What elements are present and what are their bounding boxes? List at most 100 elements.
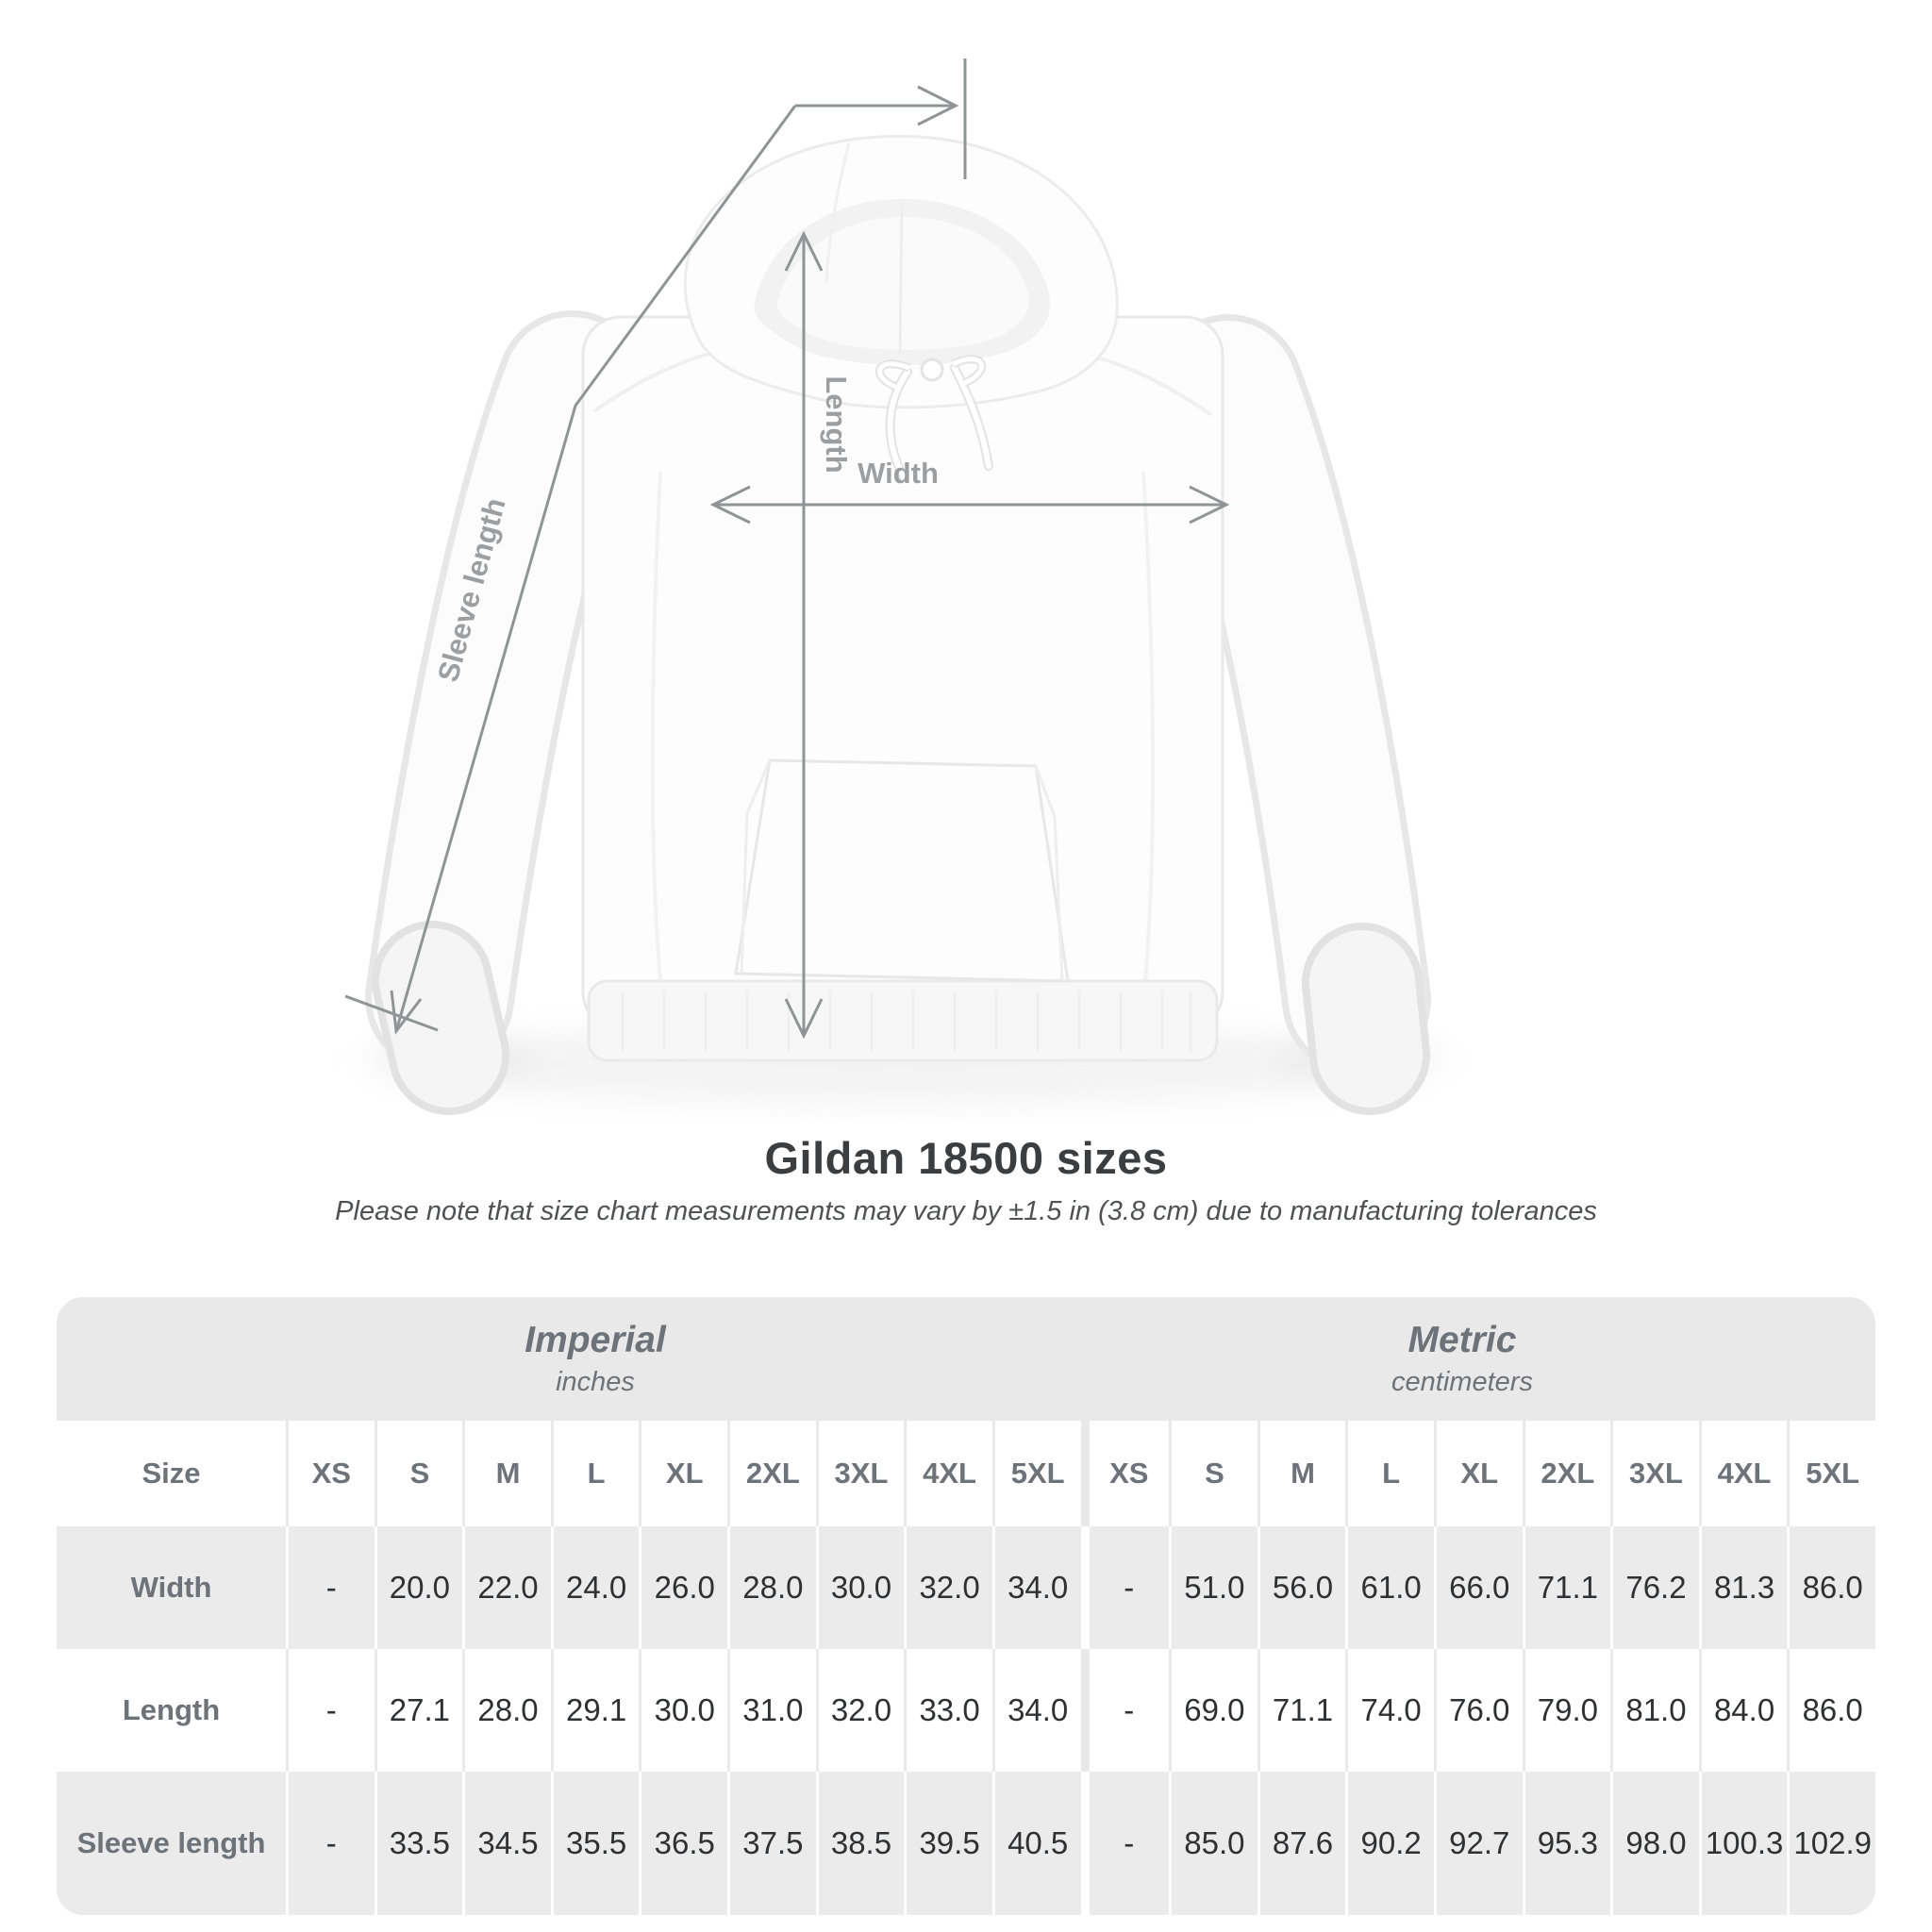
drawstrings xyxy=(875,355,993,482)
size-header-imperial-2XL: 2XL xyxy=(727,1421,816,1526)
table-cell: 66.0 xyxy=(1433,1526,1523,1649)
size-header-imperial-5XL: 5XL xyxy=(991,1421,1081,1526)
table-cell: 28.0 xyxy=(462,1649,551,1772)
table-header-row: Size XS S M L XL 2XL 3XL 4XL 5XL XS S M L XL 2XL 3XL 4XL 5… xyxy=(57,1421,1875,1526)
size-header-metric-M: M xyxy=(1257,1421,1346,1526)
imperial-title: Imperial xyxy=(525,1320,666,1360)
table-cell: 34.0 xyxy=(991,1526,1081,1649)
table-cell: 98.0 xyxy=(1610,1772,1699,1915)
width-label: Width xyxy=(858,457,939,490)
metric-unit: centimeters xyxy=(1391,1367,1533,1397)
size-header-metric-2XL: 2XL xyxy=(1522,1421,1611,1526)
table-cell: - xyxy=(1080,1526,1170,1649)
table-cell: 37.5 xyxy=(727,1772,816,1915)
table-cell: 92.7 xyxy=(1433,1772,1523,1915)
table-cell: 34.0 xyxy=(991,1649,1081,1772)
measurement-arrows xyxy=(344,58,1230,1040)
size-table: Imperial inches Metric centimeters Size X… xyxy=(57,1297,1875,1915)
size-header-metric-S: S xyxy=(1169,1421,1257,1526)
table-cell: 79.0 xyxy=(1522,1649,1611,1772)
table-cell: 86.0 xyxy=(1787,1526,1875,1649)
size-header-metric-5XL: 5XL xyxy=(1787,1421,1875,1526)
table-cell: 24.0 xyxy=(550,1526,640,1649)
table-cell: 20.0 xyxy=(374,1526,463,1649)
sleeve-bottom-tick xyxy=(344,994,439,1032)
size-header-imperial-M: M xyxy=(462,1421,551,1526)
table-cell: - xyxy=(1080,1649,1170,1772)
table-cell: 38.5 xyxy=(815,1772,905,1915)
table-row-sleeve-length: Sleeve length -33.5 34.5 35.5 36.5 37.5 38.5 39… xyxy=(57,1772,1875,1915)
table-cell: 85.0 xyxy=(1169,1772,1257,1915)
table-cell: 30.0 xyxy=(815,1526,905,1649)
size-header-imperial-L: L xyxy=(550,1421,640,1526)
table-cell: 71.1 xyxy=(1522,1526,1611,1649)
size-header-metric-4XL: 4XL xyxy=(1698,1421,1788,1526)
size-header-imperial-S: S xyxy=(374,1421,463,1526)
table-cell: 36.5 xyxy=(639,1772,727,1915)
table-cell: - xyxy=(286,1649,375,1772)
table-cell: 28.0 xyxy=(727,1526,816,1649)
size-grid: Size XS S M L XL 2XL 3XL 4XL 5XL XS S M L XL 2XL 3XL 4XL 5… xyxy=(57,1421,1875,1915)
page-title: Gildan 18500 sizes xyxy=(764,1133,1168,1183)
table-cell: 51.0 xyxy=(1169,1526,1257,1649)
table-cell: 69.0 xyxy=(1169,1649,1257,1772)
table-cell: 100.3 xyxy=(1698,1772,1788,1915)
table-cell: 32.0 xyxy=(815,1649,905,1772)
table-cell: 90.2 xyxy=(1345,1772,1434,1915)
sleeve-length-line xyxy=(394,105,797,1032)
unit-banner: Imperial inches Metric centimeters xyxy=(57,1297,1875,1421)
metric-title: Metric xyxy=(1407,1320,1517,1360)
table-cell: 39.5 xyxy=(904,1772,992,1915)
table-cell: 40.5 xyxy=(991,1772,1081,1915)
table-cell: 26.0 xyxy=(639,1526,727,1649)
imperial-unit: inches xyxy=(556,1367,635,1397)
table-cell: 33.0 xyxy=(904,1649,992,1772)
table-row-length: Length -27.1 28.0 29.1 30.0 31.0 32.0 33.0 34.0-… xyxy=(57,1649,1875,1772)
table-cell: 34.5 xyxy=(462,1772,551,1915)
size-header-imperial-3XL: 3XL xyxy=(815,1421,905,1526)
size-header-metric-XL: XL xyxy=(1433,1421,1523,1526)
imperial-header: Imperial inches xyxy=(525,1297,666,1421)
table-cell: 87.6 xyxy=(1257,1772,1346,1915)
table-cell: 102.9 xyxy=(1787,1772,1875,1915)
row-label: Width xyxy=(130,1571,212,1604)
table-row-width: Width -20.0 22.0 24.0 26.0 28.0 30.0 32.0 34.0-5… xyxy=(57,1526,1875,1649)
table-cell: 33.5 xyxy=(374,1772,463,1915)
size-header-metric-3XL: 3XL xyxy=(1610,1421,1699,1526)
table-cell: 30.0 xyxy=(639,1649,727,1772)
table-cell: 71.1 xyxy=(1257,1649,1346,1772)
table-cell: 32.0 xyxy=(904,1526,992,1649)
size-header-imperial-XS: XS xyxy=(286,1421,375,1526)
table-cell: 86.0 xyxy=(1787,1649,1875,1772)
row-label: Sleeve length xyxy=(76,1826,266,1859)
table-cell: 35.5 xyxy=(550,1772,640,1915)
table-cell: 81.0 xyxy=(1610,1649,1699,1772)
table-cell: - xyxy=(1080,1772,1170,1915)
table-cell: 76.0 xyxy=(1433,1649,1523,1772)
table-cell: 29.1 xyxy=(550,1649,640,1772)
row-label: Length xyxy=(122,1693,221,1726)
table-cell: 81.3 xyxy=(1698,1526,1788,1649)
table-cell: 61.0 xyxy=(1345,1526,1434,1649)
length-label: Length xyxy=(820,375,853,473)
table-cell: - xyxy=(286,1526,375,1649)
metric-header: Metric centimeters xyxy=(1391,1297,1533,1421)
table-cell: 95.3 xyxy=(1522,1772,1611,1915)
size-header-imperial-XL: XL xyxy=(639,1421,727,1526)
table-cell: 31.0 xyxy=(727,1649,816,1772)
tolerance-note: Please note that size chart measurements… xyxy=(335,1196,1597,1226)
table-cell: 27.1 xyxy=(374,1649,463,1772)
size-header-metric-L: L xyxy=(1345,1421,1434,1526)
hoodie-image xyxy=(365,134,1431,1115)
table-cell: 56.0 xyxy=(1257,1526,1346,1649)
table-cell: 22.0 xyxy=(462,1526,551,1649)
size-column-header: Size xyxy=(142,1457,201,1490)
table-cell: 74.0 xyxy=(1345,1649,1434,1772)
table-cell: 76.2 xyxy=(1610,1526,1699,1649)
size-header-metric-XS: XS xyxy=(1080,1421,1170,1526)
hoodie-measurement-diagram: Width Length Sleeve length xyxy=(344,58,1443,1115)
table-cell: 84.0 xyxy=(1698,1649,1788,1772)
table-cell: - xyxy=(286,1772,375,1915)
size-header-imperial-4XL: 4XL xyxy=(904,1421,992,1526)
